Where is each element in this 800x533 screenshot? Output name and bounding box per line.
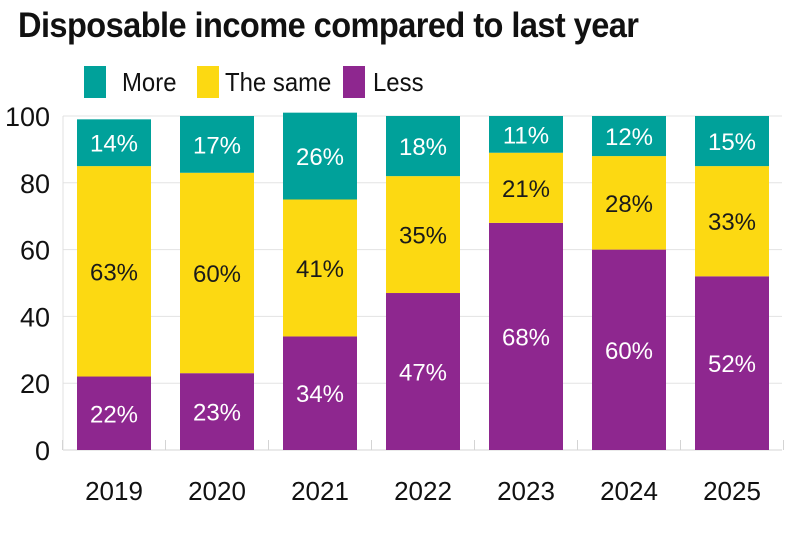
- bar-segment-less-2020: [180, 373, 254, 450]
- legend-item-more: More: [84, 66, 195, 98]
- bar-segment-more-2019: [77, 119, 151, 167]
- data-label-more-2021: 26%: [296, 144, 344, 171]
- bar-segment-more-2023: [489, 116, 563, 153]
- y-tick-label-40: 40: [20, 302, 50, 332]
- bar-segment-the-same-2020: [180, 172, 254, 374]
- bar-segment-the-same-2019: [77, 166, 151, 377]
- legend-swatch-more: [84, 66, 106, 98]
- data-label-less-2022: 47%: [399, 360, 447, 387]
- bar-segment-the-same-2021: [283, 199, 357, 337]
- bar-segment-less-2025: [695, 276, 769, 450]
- x-tick-label-2021: 2021: [291, 476, 349, 506]
- data-label-the-same-2022: 35%: [399, 223, 447, 250]
- bar-segment-the-same-2024: [592, 156, 666, 250]
- bar-segment-more-2024: [592, 116, 666, 157]
- data-label-less-2021: 34%: [296, 381, 344, 408]
- data-label-less-2020: 23%: [193, 400, 241, 427]
- bar-segment-the-same-2022: [386, 176, 460, 294]
- legend-swatch-the-same: [197, 66, 220, 98]
- data-label-the-same-2021: 41%: [296, 256, 344, 283]
- y-tick-label-80: 80: [20, 169, 50, 199]
- data-label-less-2023: 68%: [502, 324, 550, 351]
- data-label-more-2019: 14%: [90, 131, 138, 158]
- bar-segment-more-2021: [283, 112, 357, 200]
- data-label-less-2025: 52%: [708, 351, 756, 378]
- legend-label-less: Less: [372, 66, 424, 97]
- legend-item-less: Less: [342, 66, 442, 98]
- data-label-the-same-2024: 28%: [605, 191, 653, 218]
- bar-segment-less-2021: [283, 336, 357, 450]
- legend-label-the-same: The same: [225, 66, 332, 97]
- data-label-more-2020: 17%: [193, 132, 241, 159]
- legend-label-more: More: [122, 66, 177, 97]
- bar-segment-less-2019: [77, 376, 151, 450]
- data-label-less-2024: 60%: [605, 338, 653, 365]
- data-label-the-same-2019: 63%: [90, 259, 138, 286]
- data-label-the-same-2020: 60%: [193, 261, 241, 288]
- y-tick-label-100: 100: [5, 102, 50, 132]
- bar-segment-less-2022: [386, 293, 460, 450]
- bar-segment-the-same-2023: [489, 152, 563, 223]
- data-label-more-2024: 12%: [605, 124, 653, 151]
- legend-swatch-less: [342, 66, 365, 98]
- bar-segment-less-2024: [592, 249, 666, 450]
- legend: More The same Less: [84, 66, 444, 98]
- y-tick-label-0: 0: [35, 436, 50, 466]
- data-label-more-2022: 18%: [399, 134, 447, 161]
- bar-segment-more-2020: [180, 116, 254, 173]
- bar-segment-less-2023: [489, 222, 563, 450]
- x-tick-label-2020: 2020: [188, 476, 246, 506]
- x-tick-label-2023: 2023: [497, 476, 555, 506]
- y-tick-label-60: 60: [20, 236, 50, 266]
- x-tick-label-2024: 2024: [600, 476, 658, 506]
- bar-segment-more-2022: [386, 116, 460, 177]
- chart-title: Disposable income compared to last year: [18, 6, 639, 45]
- x-tick-label-2022: 2022: [394, 476, 452, 506]
- bar-segment-the-same-2025: [695, 166, 769, 277]
- y-tick-label-20: 20: [20, 369, 50, 399]
- data-label-the-same-2023: 21%: [502, 176, 550, 203]
- data-label-the-same-2025: 33%: [708, 209, 756, 236]
- data-label-more-2023: 11%: [503, 122, 549, 149]
- x-tick-label-2025: 2025: [703, 476, 761, 506]
- data-label-more-2025: 15%: [708, 129, 756, 156]
- bar-segment-more-2025: [695, 116, 769, 167]
- x-tick-label-2019: 2019: [85, 476, 143, 506]
- data-label-less-2019: 22%: [90, 401, 138, 428]
- legend-item-the-same: The same: [197, 66, 341, 98]
